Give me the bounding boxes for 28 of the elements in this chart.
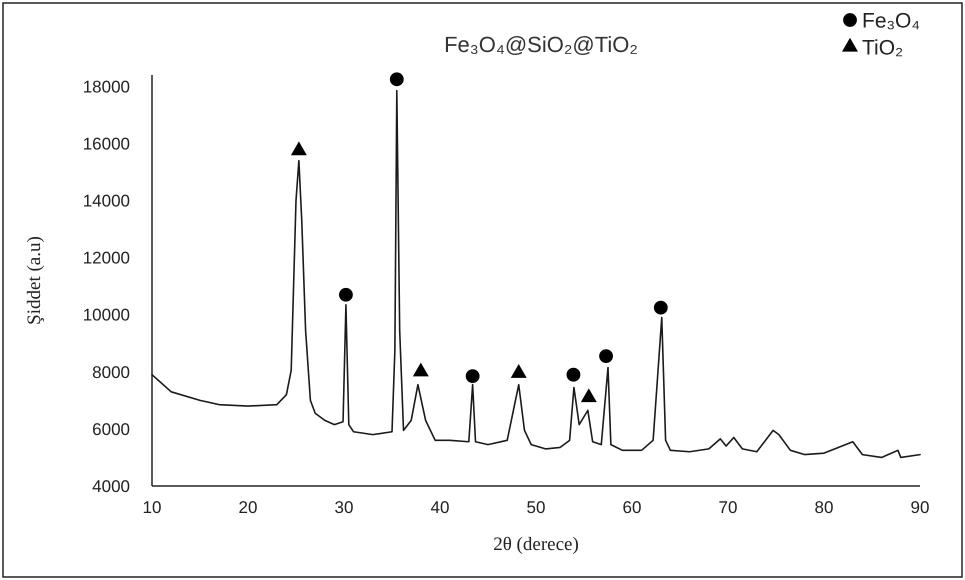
y-tick-label: 4000 [92, 476, 130, 496]
x-tick-label: 30 [334, 498, 354, 517]
point [566, 368, 580, 382]
point [390, 72, 404, 86]
x-tick-label: 60 [622, 498, 642, 517]
point [599, 349, 613, 364]
x-tick-label: 40 [430, 498, 450, 517]
point [654, 300, 668, 315]
x-axis-title: 2θ (derece) [493, 534, 579, 555]
x-tick-label: 20 [238, 498, 258, 517]
x-tick-label: 50 [526, 498, 546, 517]
point [466, 369, 480, 384]
x-tick-label: 70 [718, 498, 738, 517]
y-tick-label: 12000 [82, 248, 130, 268]
y-tick-label: 16000 [82, 134, 130, 154]
y-tick-label: 18000 [82, 77, 130, 96]
y-axis-title: Şiddet (a.u) [24, 236, 45, 325]
legend-label: TiO₂ [862, 36, 904, 60]
chart-title: Fe₃O₄@SiO₂@TiO₂ [444, 32, 638, 57]
y-tick-label: 6000 [92, 420, 130, 439]
y-tick-label: 10000 [82, 306, 130, 325]
point [339, 288, 353, 302]
x-tick-label: 90 [910, 498, 930, 517]
x-tick-label: 80 [814, 498, 834, 517]
legend-label: Fe₃O₄ [862, 9, 920, 32]
y-tick-label: 8000 [92, 362, 130, 382]
y-tick-label: 14000 [82, 192, 130, 211]
x-tick-label: 10 [142, 498, 162, 517]
